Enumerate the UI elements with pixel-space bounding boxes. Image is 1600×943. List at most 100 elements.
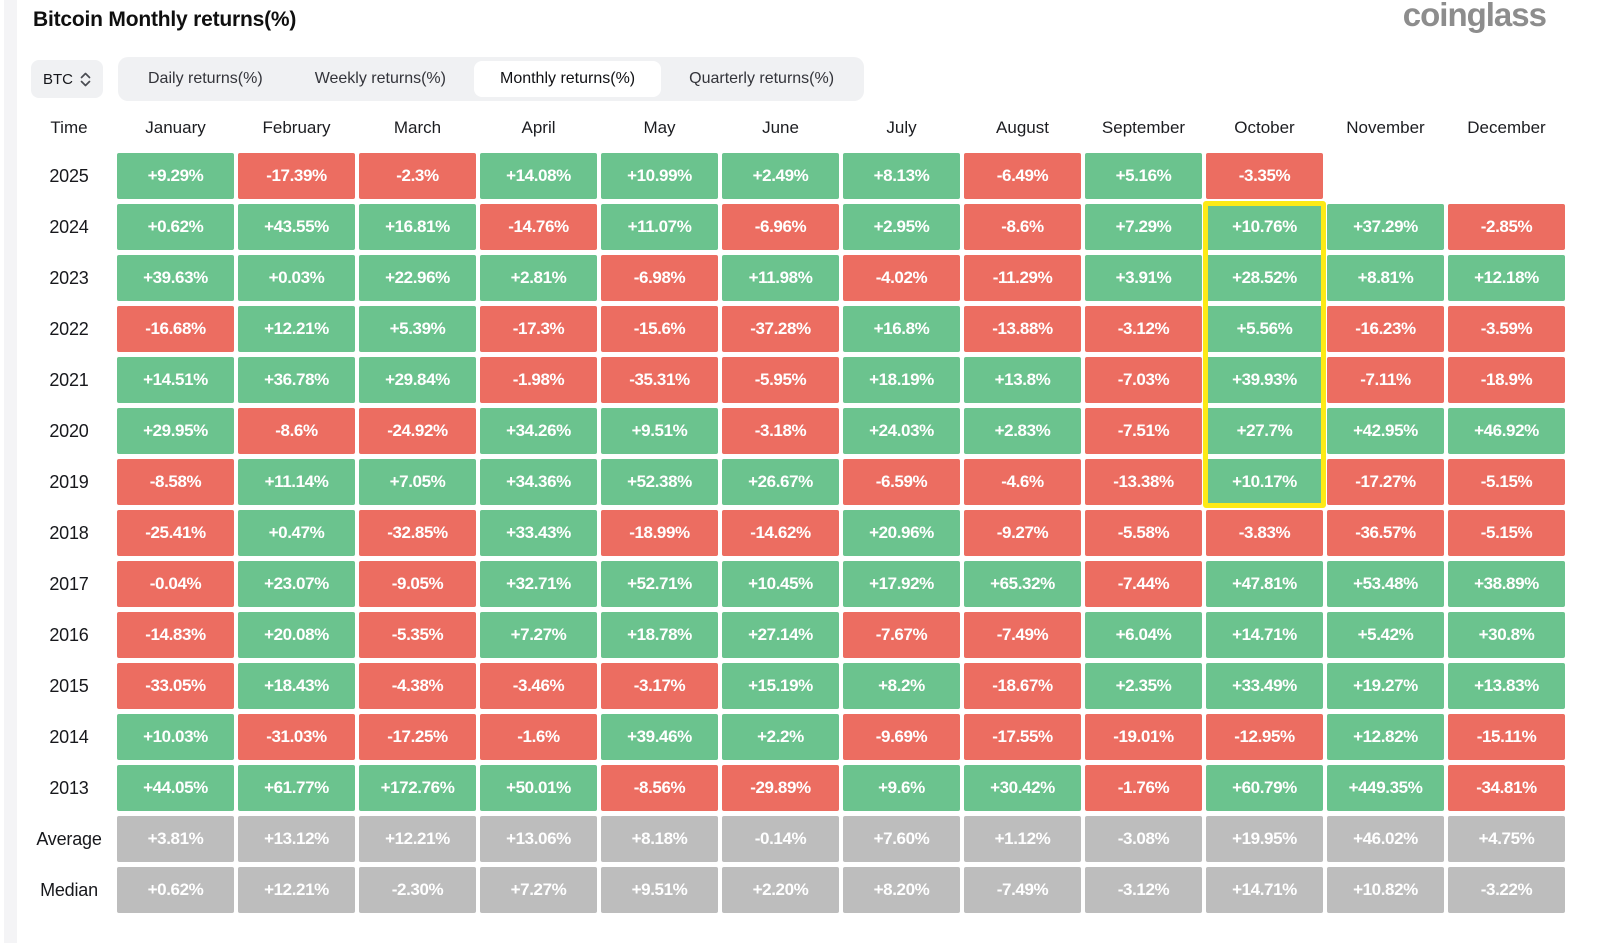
column-header-december: December bbox=[1467, 118, 1546, 137]
return-cell: -12.95% bbox=[1206, 714, 1323, 760]
return-cell: -16.23% bbox=[1327, 306, 1444, 352]
return-cell: -3.18% bbox=[722, 408, 839, 454]
return-cell: -16.68% bbox=[117, 306, 234, 352]
return-cell: +39.63% bbox=[117, 255, 234, 301]
return-cell: +8.81% bbox=[1327, 255, 1444, 301]
return-cell: +43.55% bbox=[238, 204, 355, 250]
return-cell: +27.14% bbox=[722, 612, 839, 658]
tab-quarterly-returns[interactable]: Quarterly returns(%) bbox=[689, 70, 835, 87]
return-cell: -17.3% bbox=[480, 306, 597, 352]
return-cell bbox=[1327, 153, 1444, 199]
return-cell: +12.82% bbox=[1327, 714, 1444, 760]
return-cell: +3.91% bbox=[1085, 255, 1202, 301]
return-cell: +27.7% bbox=[1206, 408, 1323, 454]
return-cell: -8.6% bbox=[964, 204, 1081, 250]
return-cell: +47.81% bbox=[1206, 561, 1323, 607]
return-cell: +10.99% bbox=[601, 153, 718, 199]
tab-monthly-returns[interactable]: Monthly returns(%) bbox=[473, 61, 662, 97]
return-cell: -5.58% bbox=[1085, 510, 1202, 556]
return-cell: -3.35% bbox=[1206, 153, 1323, 199]
return-cell: -9.05% bbox=[359, 561, 476, 607]
return-cell: -8.56% bbox=[601, 765, 718, 811]
return-cell: +33.43% bbox=[480, 510, 597, 556]
return-cell: +9.29% bbox=[117, 153, 234, 199]
row-label-: 2014 bbox=[49, 726, 89, 747]
return-cell: +2.83% bbox=[964, 408, 1081, 454]
return-cell: -1.6% bbox=[480, 714, 597, 760]
return-cell: -3.46% bbox=[480, 663, 597, 709]
return-cell: +29.95% bbox=[117, 408, 234, 454]
return-cell: +18.19% bbox=[843, 357, 960, 403]
return-cell: -3.17% bbox=[601, 663, 718, 709]
row-label-: 2023 bbox=[49, 267, 89, 288]
return-cell: +449.35% bbox=[1327, 765, 1444, 811]
return-cell: +9.51% bbox=[601, 867, 718, 913]
return-cell: +39.46% bbox=[601, 714, 718, 760]
return-cell: -17.25% bbox=[359, 714, 476, 760]
return-cell: -9.27% bbox=[964, 510, 1081, 556]
return-cell: -7.51% bbox=[1085, 408, 1202, 454]
return-cell: +16.81% bbox=[359, 204, 476, 250]
return-cell: +12.21% bbox=[359, 816, 476, 862]
return-cell: -6.96% bbox=[722, 204, 839, 250]
return-cell: +42.95% bbox=[1327, 408, 1444, 454]
return-cell: +8.18% bbox=[601, 816, 718, 862]
return-cell: +34.36% bbox=[480, 459, 597, 505]
return-cell: +9.51% bbox=[601, 408, 718, 454]
return-cell: +2.35% bbox=[1085, 663, 1202, 709]
return-cell: -14.83% bbox=[117, 612, 234, 658]
return-cell: -5.15% bbox=[1448, 459, 1565, 505]
column-header-october: October bbox=[1234, 118, 1295, 137]
return-cell: -18.9% bbox=[1448, 357, 1565, 403]
return-cell: +0.47% bbox=[238, 510, 355, 556]
return-cell: -17.27% bbox=[1327, 459, 1444, 505]
return-cell: +6.04% bbox=[1085, 612, 1202, 658]
return-cell: -1.98% bbox=[480, 357, 597, 403]
symbol-selector[interactable]: BTC bbox=[31, 60, 103, 98]
return-cell: -14.76% bbox=[480, 204, 597, 250]
return-cell: +10.45% bbox=[722, 561, 839, 607]
return-cell: -5.15% bbox=[1448, 510, 1565, 556]
return-cell: -5.95% bbox=[722, 357, 839, 403]
tab-weekly-returns[interactable]: Weekly returns(%) bbox=[314, 70, 446, 87]
tab-daily-returns[interactable]: Daily returns(%) bbox=[148, 70, 263, 87]
return-cell: +34.26% bbox=[480, 408, 597, 454]
up-down-chevron-icon bbox=[80, 72, 91, 87]
return-cell: -33.05% bbox=[117, 663, 234, 709]
return-cell: -18.67% bbox=[964, 663, 1081, 709]
return-cell: +36.78% bbox=[238, 357, 355, 403]
return-cell: +3.81% bbox=[117, 816, 234, 862]
return-cell: -9.69% bbox=[843, 714, 960, 760]
return-cell: +10.76% bbox=[1206, 204, 1323, 250]
return-cell: -34.81% bbox=[1448, 765, 1565, 811]
return-cell: -15.6% bbox=[601, 306, 718, 352]
return-cell: -17.55% bbox=[964, 714, 1081, 760]
return-cell: +26.67% bbox=[722, 459, 839, 505]
column-header-march: March bbox=[393, 118, 442, 137]
return-cell: +15.19% bbox=[722, 663, 839, 709]
return-cell: +2.20% bbox=[722, 867, 839, 913]
return-cell: +18.78% bbox=[601, 612, 718, 658]
return-cell: +7.05% bbox=[359, 459, 476, 505]
page-title: Bitcoin Monthly returns(%) bbox=[33, 8, 297, 31]
return-cell: -4.38% bbox=[359, 663, 476, 709]
return-cell: -7.11% bbox=[1327, 357, 1444, 403]
return-cell: -6.98% bbox=[601, 255, 718, 301]
return-cell: -7.67% bbox=[843, 612, 960, 658]
return-cell: +18.43% bbox=[238, 663, 355, 709]
column-header-april: April bbox=[521, 118, 556, 137]
return-cell: +24.03% bbox=[843, 408, 960, 454]
return-cell: -19.01% bbox=[1085, 714, 1202, 760]
return-cell: +5.39% bbox=[359, 306, 476, 352]
return-cell: -31.03% bbox=[238, 714, 355, 760]
return-cell: +10.17% bbox=[1206, 459, 1323, 505]
return-cell: -24.92% bbox=[359, 408, 476, 454]
return-cell: -17.39% bbox=[238, 153, 355, 199]
return-cell: +19.95% bbox=[1206, 816, 1323, 862]
return-cell: -14.62% bbox=[722, 510, 839, 556]
return-cell: +5.16% bbox=[1085, 153, 1202, 199]
return-cell: +61.77% bbox=[238, 765, 355, 811]
return-cell: -3.08% bbox=[1085, 816, 1202, 862]
return-cell: -29.89% bbox=[722, 765, 839, 811]
